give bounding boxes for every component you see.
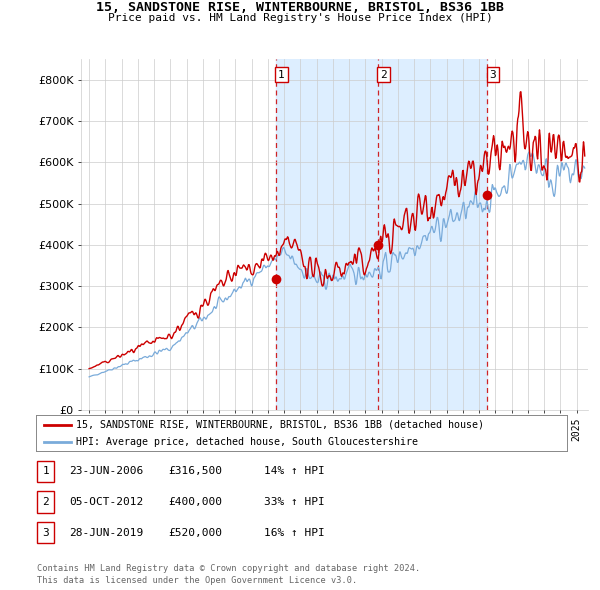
Text: 15, SANDSTONE RISE, WINTERBOURNE, BRISTOL, BS36 1BB (detached house): 15, SANDSTONE RISE, WINTERBOURNE, BRISTO… [76, 419, 484, 430]
Text: This data is licensed under the Open Government Licence v3.0.: This data is licensed under the Open Gov… [37, 576, 358, 585]
Text: 05-OCT-2012: 05-OCT-2012 [69, 497, 143, 507]
Text: 14% ↑ HPI: 14% ↑ HPI [264, 467, 325, 476]
Text: 23-JUN-2006: 23-JUN-2006 [69, 467, 143, 476]
Text: HPI: Average price, detached house, South Gloucestershire: HPI: Average price, detached house, Sout… [76, 437, 418, 447]
Text: 2: 2 [42, 497, 49, 507]
Text: 1: 1 [278, 70, 285, 80]
Text: 28-JUN-2019: 28-JUN-2019 [69, 528, 143, 537]
Text: £520,000: £520,000 [168, 528, 222, 537]
Text: 3: 3 [42, 528, 49, 537]
Bar [275, 59, 487, 410]
Text: 2: 2 [380, 70, 387, 80]
Text: £400,000: £400,000 [168, 497, 222, 507]
Text: 16% ↑ HPI: 16% ↑ HPI [264, 528, 325, 537]
Text: Price paid vs. HM Land Registry's House Price Index (HPI): Price paid vs. HM Land Registry's House … [107, 13, 493, 23]
Text: 15, SANDSTONE RISE, WINTERBOURNE, BRISTOL, BS36 1BB: 15, SANDSTONE RISE, WINTERBOURNE, BRISTO… [96, 1, 504, 14]
Text: 33% ↑ HPI: 33% ↑ HPI [264, 497, 325, 507]
Text: £316,500: £316,500 [168, 467, 222, 476]
Text: Contains HM Land Registry data © Crown copyright and database right 2024.: Contains HM Land Registry data © Crown c… [37, 565, 421, 573]
Text: 3: 3 [490, 70, 496, 80]
Text: 1: 1 [42, 467, 49, 476]
